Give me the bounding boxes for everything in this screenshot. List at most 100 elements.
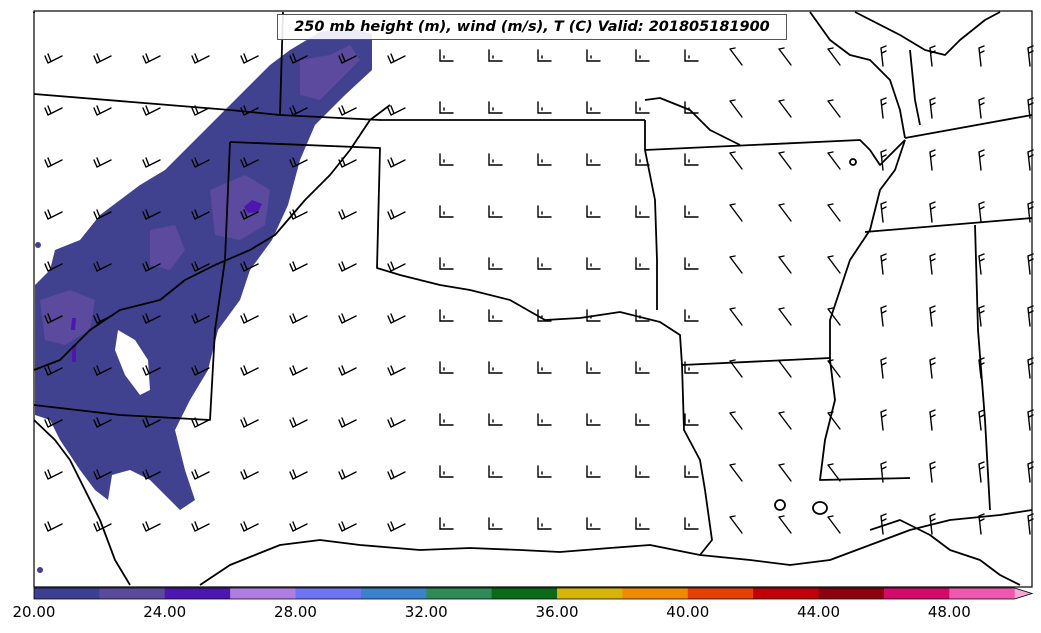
wind-barb: [93, 417, 112, 428]
wind-barb: [684, 257, 699, 270]
wind-barb: [93, 261, 112, 272]
wind-barb: [827, 359, 841, 378]
colorbar-tick-label: 20.00: [12, 603, 56, 621]
wind-barb: [387, 53, 406, 64]
wind-barb: [439, 413, 454, 426]
plot-title: 250 mb height (m), wind (m/s), T (C) Val…: [277, 14, 787, 40]
wind-barb: [880, 513, 887, 535]
wind-barb: [93, 469, 112, 480]
wind-barb: [929, 357, 936, 379]
wind-barb: [191, 365, 210, 376]
wind-barb: [684, 49, 699, 62]
colorbar-segment: [164, 588, 231, 599]
wind-barb: [537, 309, 552, 322]
wind-barb: [93, 209, 112, 220]
wind-barb: [93, 53, 112, 64]
wind-barb: [240, 261, 259, 272]
wind-barb: [338, 53, 357, 64]
wind-barb: [488, 517, 503, 530]
wind-barb: [44, 157, 63, 168]
wind-barb: [778, 47, 792, 66]
wind-barb: [338, 469, 357, 480]
wind-barb: [729, 203, 743, 222]
wind-barb: [191, 313, 210, 324]
wind-barb: [778, 203, 792, 222]
wind-barb: [93, 105, 112, 116]
wind-barb: [729, 411, 743, 430]
wind-barb: [142, 469, 161, 480]
plot-frame: [33, 10, 1033, 588]
wind-barb: [289, 157, 308, 168]
wind-barb: [387, 157, 406, 168]
wind-barb: [827, 411, 841, 430]
wind-barb: [439, 309, 454, 322]
wind-barb: [586, 309, 601, 322]
wind-barb: [635, 517, 650, 530]
wind-barb: [488, 205, 503, 218]
wind-barb: [387, 261, 406, 272]
colorbar-tick-label: 24.00: [143, 603, 187, 621]
wind-barb: [338, 521, 357, 532]
wind-barb: [289, 209, 308, 220]
wind-barb: [729, 151, 743, 170]
wind-barb: [240, 521, 259, 532]
wind-barb: [338, 157, 357, 168]
wind-barb: [93, 157, 112, 168]
wind-barb: [387, 365, 406, 376]
wind-barb: [880, 357, 887, 379]
wind-barb: [586, 465, 601, 478]
wind-barb: [338, 365, 357, 376]
wind-barb: [338, 313, 357, 324]
wind-barb: [289, 105, 308, 116]
colorbar-tick-label: 28.00: [274, 603, 317, 621]
wind-barb: [488, 153, 503, 166]
wind-barb: [338, 261, 357, 272]
colorbar-tick-label: 44.00: [797, 603, 841, 621]
colorbar-segment: [883, 588, 950, 599]
wind-barb: [778, 99, 792, 118]
wind-barb: [635, 205, 650, 218]
wind-barb: [880, 97, 887, 119]
wind-barb: [191, 469, 210, 480]
state-boundaries: [33, 11, 1033, 586]
colorbar-tick-label: 36.00: [535, 603, 579, 621]
wind-barb: [537, 153, 552, 166]
wind-barb: [778, 463, 792, 482]
wind-barb: [439, 257, 454, 270]
wind-barb: [635, 309, 650, 322]
colorbar-segment: [230, 588, 297, 599]
wind-barb: [537, 465, 552, 478]
colorbar-segment: [99, 588, 166, 599]
wind-barb: [439, 49, 454, 62]
wind-barb: [827, 47, 841, 66]
wind-barb: [586, 413, 601, 426]
wind-barb: [289, 521, 308, 532]
wind-barb: [142, 417, 161, 428]
wind-barb: [635, 413, 650, 426]
wind-barb: [240, 469, 259, 480]
wind-barb: [929, 305, 936, 327]
wind-barb: [387, 469, 406, 480]
wind-barb: [978, 305, 985, 327]
wind-barb: [338, 209, 357, 220]
wind-barb: [635, 465, 650, 478]
wind-barb: [338, 417, 357, 428]
wind-barb: [93, 521, 112, 532]
wind-barb: [978, 513, 985, 535]
wind-barb: [488, 257, 503, 270]
wind-barb: [635, 257, 650, 270]
wind-barb: [488, 49, 503, 62]
wind-speed-shading: [35, 28, 372, 573]
wind-barb: [978, 409, 985, 431]
wind-barb: [44, 53, 63, 64]
colorbar-tick-label: 48.00: [927, 603, 971, 621]
wind-barb: [586, 257, 601, 270]
colorbar-segment: [34, 588, 100, 599]
wind-barb: [929, 513, 936, 535]
wind-barb: [827, 463, 841, 482]
wind-barb: [44, 417, 63, 428]
wind-barb: [191, 261, 210, 272]
wind-barb: [635, 361, 650, 374]
wind-barb: [93, 313, 112, 324]
